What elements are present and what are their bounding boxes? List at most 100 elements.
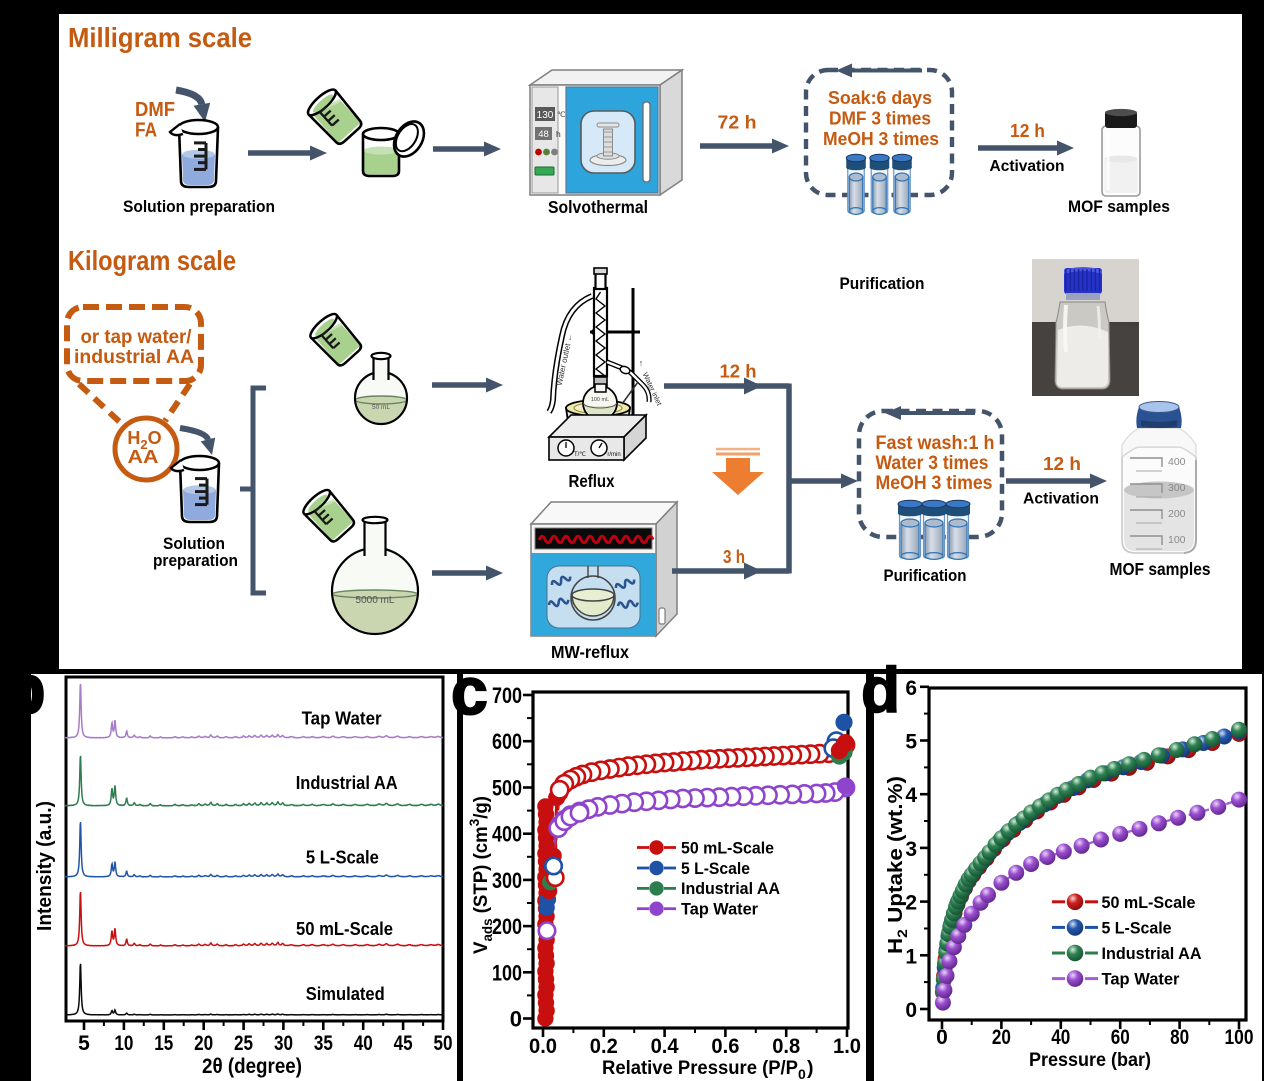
svg-text:Intensity (a.u.): Intensity (a.u.)	[34, 801, 56, 931]
svg-text:5 L-Scale: 5 L-Scale	[1102, 918, 1172, 937]
svg-text:d: d	[861, 654, 900, 726]
svg-text:100: 100	[492, 960, 522, 985]
svg-text:30: 30	[274, 1032, 293, 1055]
svg-text:1: 1	[905, 945, 917, 968]
svg-text:DMF: DMF	[135, 99, 175, 121]
svg-text:5000 mL: 5000 mL	[356, 595, 395, 606]
svg-text:c: c	[451, 654, 488, 728]
svg-text:5: 5	[78, 1032, 90, 1055]
svg-text:5 L-Scale: 5 L-Scale	[681, 859, 750, 878]
svg-text:5 L-Scale: 5 L-Scale	[306, 848, 379, 868]
svg-text:Tap Water: Tap Water	[302, 709, 382, 729]
svg-text:300: 300	[492, 868, 522, 893]
svg-text:r/min: r/min	[607, 452, 620, 458]
svg-text:MOF samples: MOF samples	[1068, 197, 1170, 216]
svg-text:6: 6	[905, 677, 917, 700]
svg-text:20: 20	[992, 1026, 1011, 1049]
svg-text:Relative Pressure (P/P: Relative Pressure (P/P	[602, 1057, 798, 1079]
svg-text:700: 700	[492, 683, 522, 708]
svg-text:MOF samples: MOF samples	[1110, 559, 1211, 579]
svg-text:): )	[807, 1057, 814, 1079]
svg-text:Kilogram scale: Kilogram scale	[68, 245, 236, 276]
svg-text:500: 500	[492, 775, 522, 800]
svg-text:100: 100	[1225, 1026, 1254, 1049]
svg-text:300: 300	[1168, 482, 1186, 494]
svg-text:130: 130	[537, 110, 554, 121]
svg-text:100 mL: 100 mL	[591, 397, 609, 403]
svg-text:20: 20	[194, 1032, 213, 1055]
svg-text:1.0: 1.0	[833, 1034, 861, 1058]
svg-text:Water 3 times: Water 3 times	[876, 452, 989, 474]
svg-text:50: 50	[434, 1032, 453, 1055]
svg-text:b: b	[3, 650, 46, 728]
svg-text:Industrial AA: Industrial AA	[1102, 944, 1202, 963]
svg-text:0: 0	[936, 1026, 948, 1049]
svg-text:0.4: 0.4	[651, 1034, 679, 1058]
svg-text:or tap water/: or tap water/	[81, 327, 193, 348]
svg-text:h: h	[556, 129, 561, 139]
svg-text:12 h: 12 h	[1043, 454, 1081, 474]
svg-text:Milligram scale: Milligram scale	[68, 22, 252, 53]
svg-text:15: 15	[154, 1032, 173, 1055]
svg-text:Industrial AA: Industrial AA	[681, 879, 780, 898]
svg-text:Pressure (bar): Pressure (bar)	[1029, 1049, 1151, 1071]
svg-text:Industrial AA: Industrial AA	[296, 773, 398, 793]
svg-text:Activation: Activation	[990, 158, 1065, 175]
svg-text:MeOH 3 times: MeOH 3 times	[876, 472, 993, 494]
svg-text:5: 5	[905, 731, 917, 754]
svg-text:T/℃: T/℃	[574, 452, 586, 458]
svg-text:200: 200	[492, 914, 522, 939]
svg-text:50 mL: 50 mL	[372, 404, 390, 411]
svg-text:FA: FA	[135, 120, 157, 142]
svg-text:Solvothermal: Solvothermal	[548, 197, 648, 217]
svg-text:Activation: Activation	[1023, 491, 1099, 508]
svg-text:0: 0	[510, 1007, 522, 1032]
svg-text:preparation: preparation	[153, 552, 238, 570]
svg-text:3 h: 3 h	[723, 547, 745, 567]
svg-text:200: 200	[1168, 508, 1186, 520]
svg-text:DMF 3 times: DMF 3 times	[829, 109, 931, 129]
svg-text:AA: AA	[128, 447, 159, 467]
svg-text:MW-reflux: MW-reflux	[551, 642, 629, 662]
svg-text:60: 60	[1111, 1026, 1130, 1049]
svg-text:40: 40	[1051, 1026, 1070, 1049]
svg-text:Tap Water: Tap Water	[1102, 970, 1180, 989]
svg-text:Solution: Solution	[163, 535, 225, 553]
svg-text:Solution preparation: Solution preparation	[123, 198, 275, 216]
svg-text:80: 80	[1170, 1026, 1189, 1049]
svg-text:0: 0	[905, 999, 917, 1022]
svg-text:Simulated: Simulated	[306, 984, 385, 1004]
svg-text:0.8: 0.8	[772, 1034, 800, 1058]
svg-text:Soak:6 days: Soak:6 days	[828, 88, 932, 108]
svg-text:100: 100	[1168, 534, 1186, 546]
svg-text:industrial AA: industrial AA	[74, 347, 194, 368]
svg-text:50 mL-Scale: 50 mL-Scale	[296, 919, 393, 939]
svg-text:48: 48	[538, 129, 549, 140]
svg-text:0.2: 0.2	[590, 1034, 618, 1058]
svg-text:3: 3	[905, 838, 917, 861]
svg-text:MeOH 3 times: MeOH 3 times	[823, 129, 939, 149]
svg-text:35: 35	[314, 1032, 333, 1055]
svg-text:45: 45	[394, 1032, 413, 1055]
svg-text:4: 4	[905, 784, 917, 807]
svg-text:400: 400	[492, 822, 522, 847]
svg-text:Tap Water: Tap Water	[681, 900, 758, 919]
svg-text:600: 600	[492, 729, 522, 754]
svg-text:400: 400	[1168, 456, 1186, 468]
svg-text:↑: ↑	[639, 358, 644, 368]
svg-text:Purification: Purification	[884, 567, 967, 585]
svg-text:Purification: Purification	[840, 275, 925, 293]
svg-text:72 h: 72 h	[718, 113, 757, 133]
svg-text:Reflux: Reflux	[569, 471, 615, 491]
svg-text:12 h: 12 h	[1010, 121, 1045, 141]
svg-text:℃: ℃	[557, 110, 566, 119]
svg-text:12 h: 12 h	[720, 362, 757, 382]
svg-text:2θ (degree): 2θ (degree)	[202, 1054, 302, 1078]
svg-text:2: 2	[905, 892, 917, 915]
svg-text:Fast wash:1 h: Fast wash:1 h	[876, 432, 995, 454]
svg-text:10: 10	[114, 1032, 133, 1055]
svg-text:50 mL-Scale: 50 mL-Scale	[1102, 893, 1196, 912]
svg-text:0: 0	[798, 1066, 806, 1081]
svg-text:40: 40	[354, 1032, 373, 1055]
svg-text:25: 25	[234, 1032, 253, 1055]
